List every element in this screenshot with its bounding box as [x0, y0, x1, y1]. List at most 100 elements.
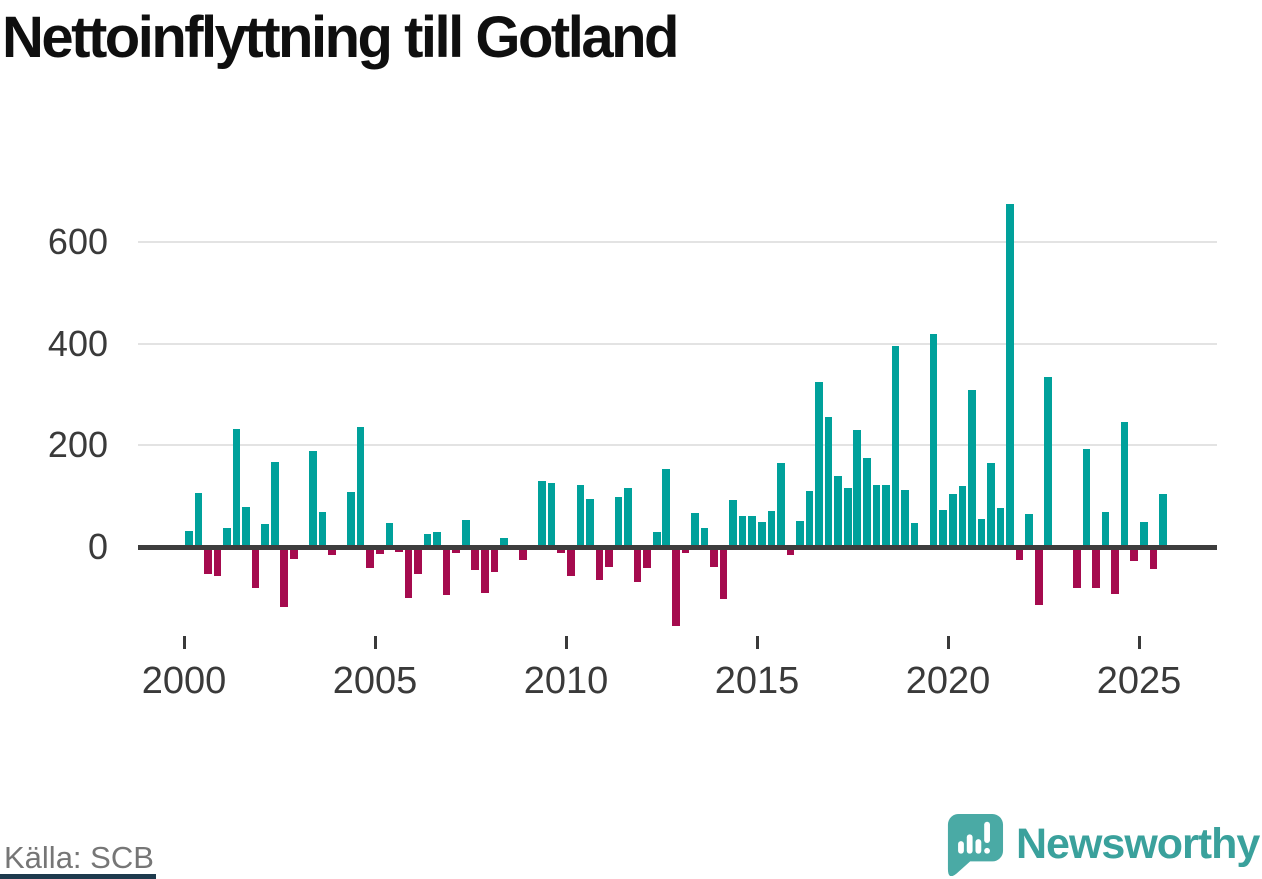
bar-2002Q4: [290, 547, 298, 559]
bar-2004Q2: [347, 491, 355, 547]
newsworthy-branding: Newsworthy: [946, 812, 1260, 876]
bar-2024Q1: [1101, 512, 1110, 547]
bar-2025Q3: [1159, 493, 1167, 547]
bar-2016Q2: [805, 491, 814, 547]
bar-2011Q2: [614, 497, 623, 547]
x-axis-label-2015: 2015: [714, 660, 800, 702]
bar-2017Q2: [843, 487, 852, 547]
bar-2009Q2: [538, 480, 546, 547]
x-axis-zero-line: [138, 544, 1217, 550]
bar-2016Q4: [824, 417, 833, 547]
newsworthy-wordmark: Newsworthy: [1016, 820, 1260, 868]
y-axis-label-600: 600: [47, 221, 108, 263]
bar-2008Q1: [490, 547, 499, 572]
x-axis-label-2010: 2010: [523, 660, 609, 702]
bar-2017Q4: [863, 458, 871, 547]
bar-2018Q4: [901, 490, 909, 547]
bar-2007Q2: [461, 520, 470, 547]
bar-2011Q4: [633, 547, 642, 583]
bar-2013Q2: [691, 513, 699, 547]
y-axis-label-0: 0: [87, 526, 108, 567]
bar-2018Q3: [891, 346, 900, 547]
bar-2014Q2: [729, 499, 737, 547]
bar-2004Q3: [356, 427, 365, 547]
y-axis-label-200: 200: [47, 424, 108, 466]
bar-2005Q4: [404, 547, 413, 599]
bar-2011Q1: [605, 547, 613, 567]
bar-2007Q4: [481, 547, 489, 594]
bar-2006Q4: [442, 547, 451, 595]
bar-2014Q4: [748, 516, 757, 547]
bar-2009Q3: [547, 482, 556, 547]
bar-2022Q3: [1044, 376, 1053, 547]
bar-2002Q1: [261, 524, 269, 547]
x-axis-tick-2015: [755, 636, 759, 649]
bar-2024Q2: [1111, 547, 1119, 595]
bar-2016Q1: [796, 521, 804, 547]
bar-2015Q1: [757, 521, 766, 547]
x-axis-tick-2000: [182, 636, 186, 649]
bar-2023Q4: [1092, 547, 1100, 589]
bar-2015Q3: [777, 463, 785, 547]
x-axis-tick-2005: [373, 636, 377, 649]
bar-2012Q1: [643, 547, 651, 568]
bar-2025Q1: [1139, 522, 1148, 547]
bar-2000Q3: [204, 547, 212, 574]
x-axis-label-2000: 2000: [141, 660, 227, 702]
bar-2006Q3: [433, 531, 441, 547]
bar-2001Q3: [242, 506, 250, 547]
bar-2013Q4: [710, 547, 718, 567]
bar-2013Q1: [681, 547, 690, 554]
bar-2012Q2: [652, 531, 661, 547]
bar-2012Q3: [662, 469, 671, 547]
bar-2010Q1: [566, 547, 575, 577]
bar-2008Q4: [519, 547, 527, 561]
bar-2003Q4: [328, 547, 336, 556]
bar-2000Q1: [184, 531, 193, 547]
bar-2008Q2: [500, 538, 508, 547]
bar-2010Q3: [586, 498, 594, 547]
bar-2007Q3: [471, 547, 480, 570]
x-axis-tick-2025: [1137, 636, 1141, 649]
bar-2021Q1: [987, 462, 995, 547]
gridline-y-400: [138, 342, 1217, 345]
newsworthy-speech-bubble-bar-chart-icon: [947, 814, 1004, 876]
bar-2001Q2: [232, 428, 241, 547]
bar-2023Q3: [1082, 449, 1091, 547]
bar-2021Q3: [1006, 204, 1014, 547]
bar-2010Q4: [595, 547, 604, 580]
bar-2000Q4: [213, 547, 222, 577]
bar-2020Q4: [977, 518, 986, 547]
bar-2018Q2: [882, 485, 890, 547]
gridline-y-200: [138, 444, 1217, 447]
bar-2009Q4: [557, 547, 566, 554]
x-axis-label-2025: 2025: [1096, 660, 1182, 702]
source-caption: Källa: SCB: [4, 840, 154, 875]
bar-2003Q2: [309, 450, 317, 547]
bar-2006Q2: [423, 534, 432, 547]
bar-2007Q1: [452, 547, 460, 553]
bar-2011Q3: [624, 487, 632, 547]
bar-2004Q4: [366, 547, 375, 569]
bar-2002Q3: [280, 547, 289, 607]
bar-2005Q1: [375, 547, 384, 555]
bar-2016Q3: [815, 381, 823, 547]
bar-2019Q1: [910, 522, 919, 547]
bar-2024Q3: [1120, 421, 1129, 547]
bar-2020Q1: [948, 494, 957, 547]
bar-2003Q3: [318, 511, 327, 547]
bar-2014Q1: [719, 547, 728, 599]
bar-2005Q2: [385, 523, 394, 547]
bar-2001Q4: [251, 547, 260, 589]
y-axis-label-400: 400: [47, 322, 108, 364]
bar-2019Q4: [939, 510, 948, 547]
bar-2018Q1: [872, 485, 881, 547]
x-axis-label-2020: 2020: [905, 660, 991, 702]
bar-2017Q3: [853, 430, 862, 547]
x-axis-tick-2010: [564, 636, 568, 649]
bar-2015Q4: [786, 547, 795, 556]
bar-2021Q2: [996, 508, 1005, 547]
chart-title: Nettoinflyttning till Gotland: [2, 5, 679, 70]
bar-2021Q4: [1015, 547, 1024, 561]
